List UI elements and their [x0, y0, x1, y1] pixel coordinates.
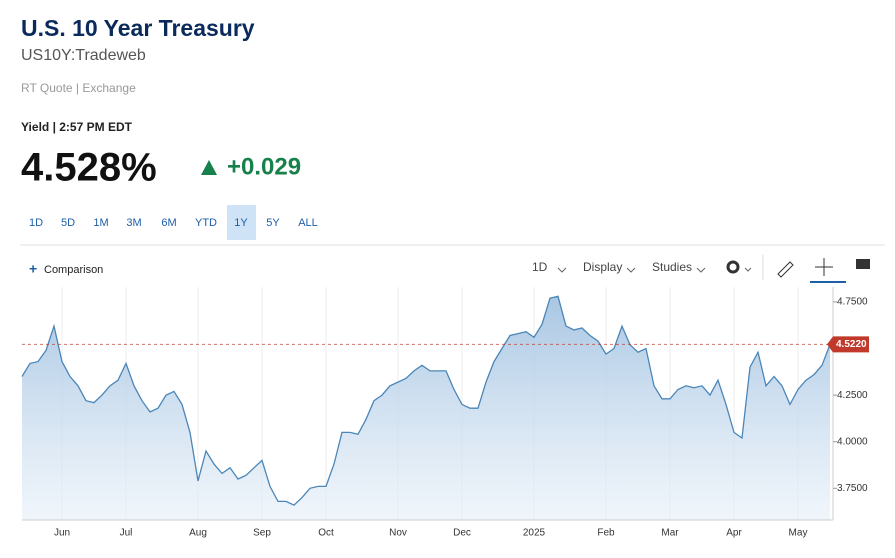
price: 4.528%: [21, 146, 157, 190]
line: [21, 295, 831, 506]
x-tick-label: 2025: [523, 528, 546, 539]
x-tick-label: Apr: [726, 528, 742, 539]
display-button[interactable]: Display: [583, 260, 622, 274]
range-button[interactable]: 3M: [126, 217, 141, 229]
y-tick-label: 4.0000: [837, 436, 868, 447]
y-tick-label: 4.2500: [837, 390, 868, 401]
interval-button[interactable]: 1D: [532, 260, 548, 274]
x-tick-label: Aug: [189, 528, 207, 539]
chevron: [696, 267, 706, 273]
price-tag-label: 4.5220: [836, 339, 867, 350]
range-button[interactable]: ALL: [298, 217, 318, 229]
comparison-button[interactable]: Comparison: [44, 264, 103, 276]
comment-icon[interactable]: [856, 259, 870, 269]
range-button[interactable]: 5Y: [266, 217, 280, 229]
chart: 3.75004.00004.25004.50004.7500JunJulAugS…: [21, 287, 869, 539]
x-tick-label: Jun: [54, 528, 70, 539]
title: U.S. 10 Year Treasury: [21, 15, 255, 41]
range-button[interactable]: 1D: [29, 217, 43, 229]
range-button[interactable]: 1Y: [234, 217, 248, 229]
range-selected: [227, 205, 256, 240]
change: +0.029: [227, 153, 301, 180]
price-tag: [827, 336, 869, 353]
x-tick-label: May: [789, 528, 808, 539]
range-button[interactable]: 1M: [93, 217, 108, 229]
range-button[interactable]: 5D: [61, 217, 75, 229]
y-tick-label: 4.7500: [837, 297, 868, 308]
x-tick-label: Feb: [597, 528, 615, 539]
draw-icon[interactable]: [777, 261, 794, 278]
studies-button[interactable]: Studies: [652, 260, 692, 274]
symbol: US10Y:Tradeweb: [21, 47, 146, 64]
y-tick-label: 3.7500: [837, 483, 868, 494]
area: [22, 296, 830, 520]
range-buttons: 1D 5D 1M 3M 6M YTD 1Y 5Y ALL: [29, 205, 318, 240]
x-tick-label: Mar: [661, 528, 679, 539]
chevron: [744, 267, 752, 272]
up-arrow: [201, 160, 217, 175]
settings-icon[interactable]: [726, 260, 740, 274]
source: RT Quote | Exchange: [21, 81, 136, 95]
quote-label: Yield | 2:57 PM EDT: [21, 120, 133, 134]
chevron: [557, 267, 567, 273]
x-tick-label: Jul: [120, 528, 133, 539]
chevron: [626, 267, 636, 273]
x-tick-label: Sep: [253, 528, 271, 539]
range-button[interactable]: 6M: [161, 217, 176, 229]
range-button[interactable]: YTD: [195, 217, 217, 229]
x-tick-label: Oct: [318, 528, 334, 539]
x-tick-label: Nov: [389, 528, 407, 539]
plus-icon: +: [29, 261, 37, 277]
x-tick-label: Dec: [453, 528, 471, 539]
crosshair-icon[interactable]: [815, 258, 833, 276]
